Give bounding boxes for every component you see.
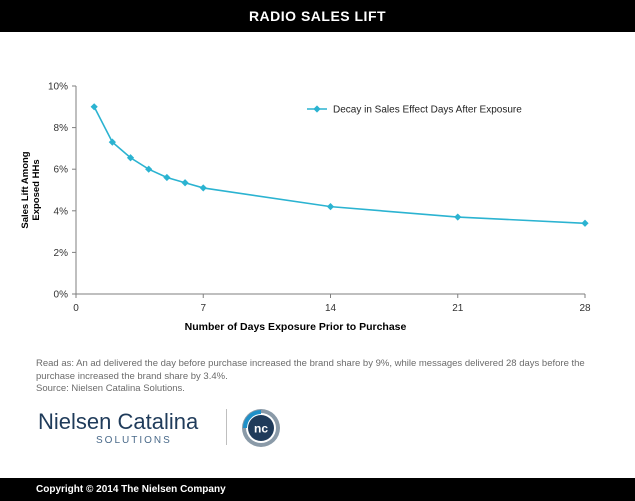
data-point-marker: [163, 173, 171, 182]
y-axis-label-line: Sales Lift Among: [20, 151, 31, 228]
x-tick-label: 28: [579, 303, 591, 314]
data-point-marker: [181, 179, 189, 187]
legend-label: Decay in Sales Effect Days After Exposur…: [333, 105, 522, 116]
footer-bar: Copyright © 2014 The Nielsen Company: [0, 478, 635, 501]
footnote-line-1: Read as: An ad delivered the day before …: [36, 358, 585, 369]
footnote-source: Source: Nielsen Catalina Solutions.: [36, 383, 185, 394]
page-title: RADIO SALES LIFT: [248, 8, 387, 24]
y-tick-label: 4%: [54, 206, 69, 217]
line-chart: 0% 2% 4% 6% 8% 10% 0 7 14 21 28 Number of Days Expo…: [20, 82, 591, 334]
data-point-marker: [199, 184, 207, 192]
x-tick-label: 7: [200, 303, 206, 314]
y-tick-label: 2%: [54, 248, 69, 259]
legend-marker: [313, 105, 321, 113]
copyright-text: Copyright © 2014 The Nielsen Company: [36, 484, 226, 495]
y-tick-label: 8%: [54, 123, 69, 134]
data-point-marker: [326, 203, 335, 211]
nc-logo-icon: nc: [242, 409, 280, 447]
series-line: [93, 106, 586, 225]
y-axis-label-line: Exposed HHs: [31, 159, 42, 220]
y-tick-label: 10%: [48, 82, 68, 93]
logo-wordmark: Nielsen Catalina: [38, 409, 199, 434]
logo-mark-text: nc: [254, 422, 268, 436]
footnote: Read as: An ad delivered the day before …: [36, 358, 596, 396]
data-point-marker: [581, 219, 589, 227]
data-point-marker: [454, 213, 462, 221]
x-tick-label: 0: [73, 303, 79, 314]
logo-subtitle: SOLUTIONS: [96, 435, 172, 446]
y-axis-label: Sales Lift AmongExposed HHs: [20, 151, 42, 228]
data-point-marker: [126, 154, 135, 162]
footnote-line-2: purchase increased the brand share by 3.…: [36, 370, 228, 382]
nielsen-catalina-logo: Nielsen Catalina SOLUTIONS nc: [38, 405, 298, 451]
x-axis-label: Number of Days Exposure Prior to Purchas…: [185, 321, 407, 333]
x-tick-label: 21: [452, 303, 464, 314]
data-point-marker: [108, 138, 116, 146]
x-tick-label: 14: [325, 303, 337, 314]
y-tick-label: 6%: [54, 165, 69, 176]
header-bar: RADIO SALES LIFT: [0, 0, 635, 32]
data-point-marker: [145, 165, 153, 173]
y-tick-label: 0%: [54, 290, 69, 301]
data-point-marker: [90, 103, 98, 111]
logo-divider: [226, 409, 227, 445]
